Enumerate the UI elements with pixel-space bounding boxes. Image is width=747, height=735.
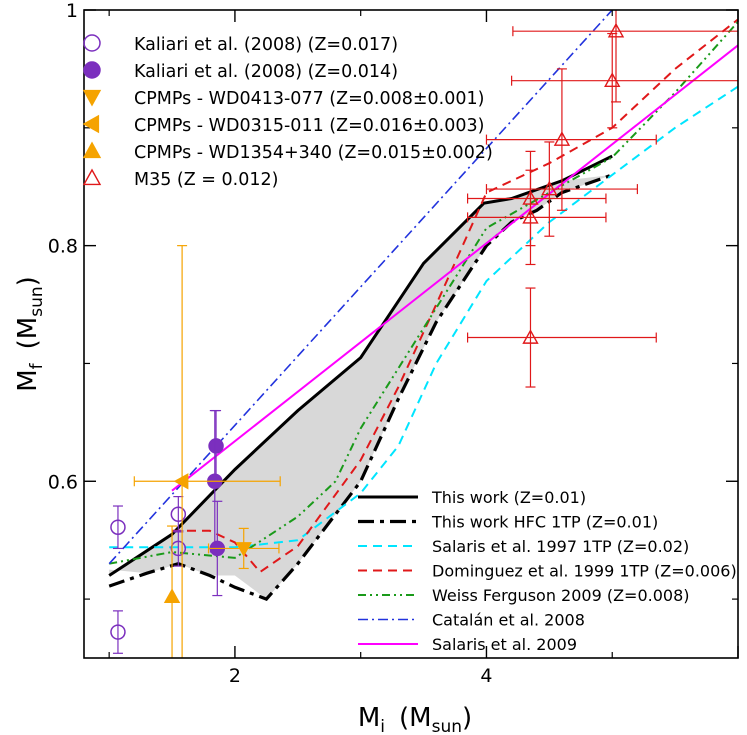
legend-label: CPMPs - WD0315-011 (Z=0.016±0.003): [134, 116, 484, 136]
series-line-weiss-ferguson-2009-z-0-008: [109, 21, 738, 565]
legend-marker-cpmps-wd0413-077-z-0-008-0-001: [82, 89, 102, 107]
legend-label: This work HFC 1TP (Z=0.01): [431, 513, 658, 532]
data-point-kaliari-et-al-2008-z-0-017: [170, 506, 187, 523]
x-tick-label: 2: [229, 665, 241, 687]
legend-label: Kaliari et al. (2008) (Z=0.017): [134, 35, 398, 55]
legend-label: Catalán et al. 2008: [432, 611, 585, 630]
data-point-kaliari-et-al-2008-z-0-017: [110, 624, 126, 640]
legend-marker-m35-z-0-012: [82, 168, 102, 186]
data-point-m35-z-0-012: [604, 72, 621, 87]
legend-label: This work (Z=0.01): [431, 488, 586, 507]
legend-label: CPMPs - WD1354+340 (Z=0.015±0.002): [134, 143, 493, 163]
plot-frame: [83, 9, 739, 659]
data-point-cpmps-wd0315-011-z-0-016-0-003: [173, 473, 189, 490]
legend-label: M35 (Z = 0.012): [134, 170, 278, 190]
series-line-catal-n-et-al-2008: [108, 10, 613, 565]
legend-marker-kaliari-et-al-2008-z-0-017: [83, 34, 101, 52]
y-tick-label: 1: [66, 0, 78, 22]
data-point-m35-z-0-012: [522, 208, 539, 224]
data-point-m35-z-0-012: [541, 180, 558, 196]
data-point-cpmps-wd1354-340-z-0-015-0-002: [163, 588, 181, 604]
data-point-kaliari-et-al-2008-z-0-017: [110, 519, 126, 535]
y-tick-label: 0.8: [48, 236, 78, 258]
legend-label: Dominguez et al. 1999 1TP (Z=0.006): [432, 562, 737, 581]
legend-label: CPMPs - WD0413-077 (Z=0.008±0.001): [134, 89, 484, 109]
data-point-cpmps-wd0413-077-z-0-008-0-001: [235, 542, 252, 557]
legend-label: Kaliari et al. (2008) (Z=0.014): [134, 62, 398, 82]
y-axis-label: Mf(Msun): [13, 276, 47, 392]
data-point-kaliari-et-al-2008-z-0-017: [170, 540, 187, 557]
y-tick-label: 0.6: [48, 471, 78, 493]
legend-marker-kaliari-et-al-2008-z-0-014: [83, 61, 101, 79]
legend-marker-cpmps-wd0315-011-z-0-016-0-003: [82, 114, 100, 134]
series-line-salaris-et-al-2009: [171, 44, 738, 492]
series-line-salaris-et-al-1997-1tp-z-0-02: [109, 85, 738, 549]
data-point-kaliari-et-al-2008-z-0-014: [208, 438, 224, 454]
data-point-m35-z-0-012: [607, 22, 625, 38]
shaded-region: [109, 174, 613, 600]
legend-label: Salaris et al. 1997 1TP (Z=0.02): [432, 537, 689, 556]
data-point-m35-z-0-012: [553, 131, 571, 146]
x-tick-label: 4: [480, 665, 492, 687]
legend-label: Weiss Ferguson 2009 (Z=0.008): [432, 586, 690, 605]
legend-marker-cpmps-wd1354-340-z-0-015-0-002: [82, 141, 102, 159]
data-point-m35-z-0-012: [522, 329, 539, 344]
legend-label: Salaris et al. 2009: [432, 635, 577, 654]
x-axis-label: Mi (Msun): [358, 703, 472, 735]
